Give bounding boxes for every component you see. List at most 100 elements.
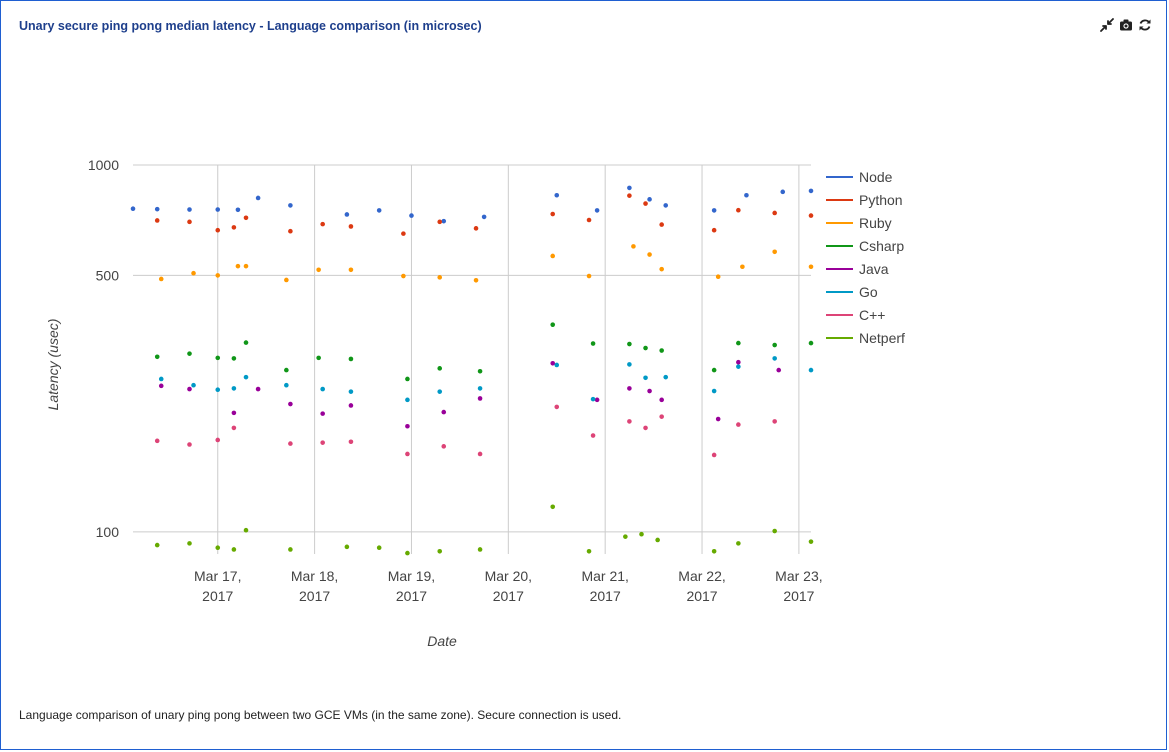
data-point — [284, 382, 289, 388]
data-point — [231, 425, 237, 431]
series-go — [158, 356, 814, 403]
data-point — [808, 264, 814, 270]
series-netperf — [154, 504, 814, 556]
legend-label: Go — [859, 284, 878, 300]
data-point — [376, 208, 382, 213]
data-point — [191, 382, 196, 388]
data-point — [320, 411, 325, 416]
data-point — [655, 537, 660, 543]
data-point — [441, 218, 447, 224]
data-point — [550, 504, 556, 510]
data-point — [550, 361, 556, 366]
data-point — [772, 356, 777, 361]
data-point — [627, 362, 632, 367]
x-tick-label: Mar 22, 2017 — [678, 568, 725, 604]
data-point — [154, 218, 160, 223]
y-tick-label: 100 — [96, 524, 120, 540]
collapse-icon[interactable] — [1099, 17, 1114, 32]
data-point — [255, 386, 261, 392]
data-point — [586, 548, 592, 554]
data-point — [243, 340, 249, 345]
data-point — [215, 545, 221, 551]
data-point — [154, 206, 160, 212]
legend-label: Python — [859, 192, 903, 208]
legend-label: C++ — [859, 307, 885, 323]
data-point — [243, 374, 249, 380]
scatter-chart: 100 500 1000 Mar 17, 2017 Mar 18, 2017 Mar 19, 2… — [45, 157, 905, 649]
data-point — [715, 274, 721, 280]
data-point — [776, 367, 782, 373]
data-point — [643, 425, 648, 431]
chart-caption: Language comparison of unary ping pong b… — [19, 708, 622, 722]
camera-icon[interactable] — [1118, 17, 1133, 32]
data-point — [187, 541, 192, 546]
series-java — [158, 359, 782, 429]
data-point — [215, 387, 221, 393]
data-point — [187, 442, 192, 447]
data-point — [663, 203, 669, 208]
data-point — [344, 544, 350, 550]
legend-label: Netperf — [859, 330, 905, 346]
data-point — [191, 270, 196, 276]
data-point — [808, 340, 814, 346]
data-point — [288, 441, 293, 446]
data-point — [158, 376, 164, 382]
data-point — [643, 375, 648, 381]
data-point — [627, 386, 632, 391]
data-point — [554, 362, 560, 368]
data-point — [405, 550, 410, 556]
data-point — [158, 276, 164, 282]
data-point — [740, 264, 745, 270]
data-point — [437, 389, 443, 394]
data-point — [288, 401, 293, 407]
data-point — [659, 348, 664, 353]
data-point — [284, 277, 289, 283]
data-point — [409, 213, 414, 218]
data-point — [243, 527, 249, 533]
data-point — [441, 444, 447, 449]
data-point — [348, 389, 354, 394]
data-point — [344, 212, 350, 217]
data-point — [586, 217, 592, 223]
data-point — [316, 355, 321, 361]
data-point — [647, 388, 652, 394]
data-point — [401, 231, 406, 236]
data-point — [320, 440, 325, 445]
data-point — [348, 224, 354, 229]
data-point — [235, 263, 241, 269]
x-tick-label: Mar 20, 2017 — [485, 568, 532, 604]
data-point — [627, 341, 632, 347]
data-point — [627, 419, 632, 424]
data-point — [215, 273, 221, 278]
data-point — [243, 263, 249, 269]
data-point — [473, 277, 479, 283]
data-point — [288, 228, 293, 234]
data-point — [808, 539, 814, 544]
data-point — [550, 211, 556, 217]
data-point — [130, 206, 136, 212]
data-point — [647, 252, 652, 257]
data-point — [215, 227, 221, 233]
data-point — [437, 548, 443, 554]
data-point — [659, 266, 664, 272]
data-point — [550, 253, 556, 259]
data-point — [437, 366, 443, 371]
data-point — [627, 185, 632, 191]
data-point — [736, 541, 741, 546]
data-point — [647, 197, 652, 202]
data-point — [405, 451, 410, 457]
data-point — [643, 345, 648, 351]
data-point — [243, 215, 249, 221]
data-point — [780, 189, 786, 195]
data-point — [643, 201, 648, 206]
data-point — [187, 351, 192, 356]
data-point — [158, 383, 164, 389]
data-point — [590, 341, 596, 346]
data-point — [405, 376, 410, 382]
refresh-icon[interactable] — [1137, 17, 1152, 32]
data-point — [288, 547, 293, 552]
data-point — [711, 452, 717, 458]
data-point — [187, 386, 192, 392]
data-point — [235, 207, 241, 213]
